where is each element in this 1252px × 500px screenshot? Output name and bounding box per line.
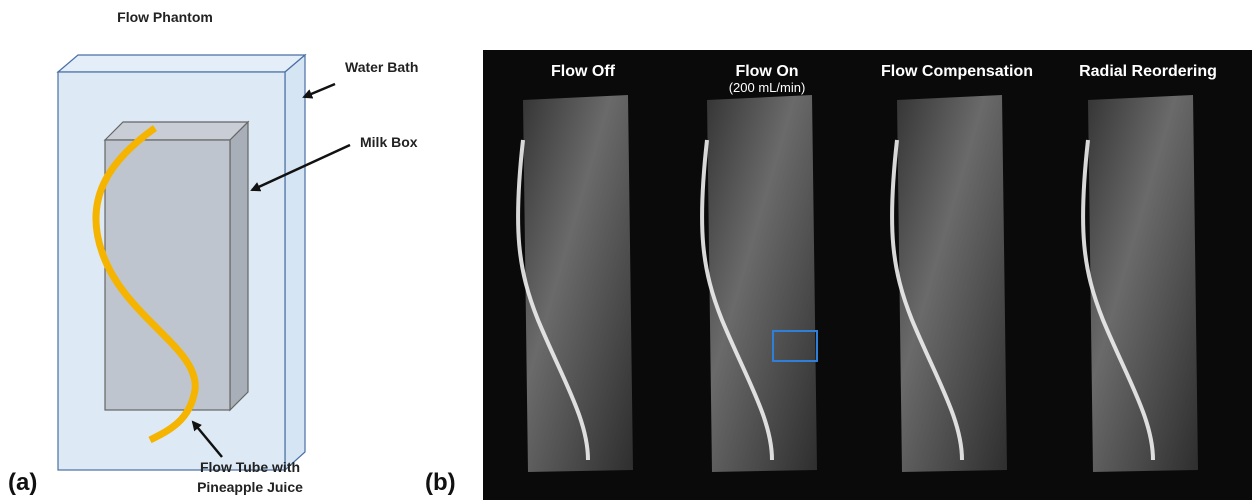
milk-box [105,122,248,410]
column-title: Flow Compensation [881,63,1033,80]
label: Milk Box [360,134,418,150]
label: Flow Tube with [200,459,300,475]
panel-label: (b) [425,469,456,496]
column-title: Radial Reordering [1079,63,1217,80]
label: Water Bath [345,59,418,75]
panel-title: Flow Phantom [117,9,213,25]
column-title: Flow Off [551,63,616,80]
column-subtitle: (200 mL/min) [729,80,806,95]
arrow [304,84,335,97]
figure: Flow Phantom Water Bath Milk Box Flow Tu… [0,0,1252,500]
label: Pineapple Juice [197,479,303,495]
column-title: Flow On [735,63,798,80]
panel-label: (a) [8,469,37,496]
